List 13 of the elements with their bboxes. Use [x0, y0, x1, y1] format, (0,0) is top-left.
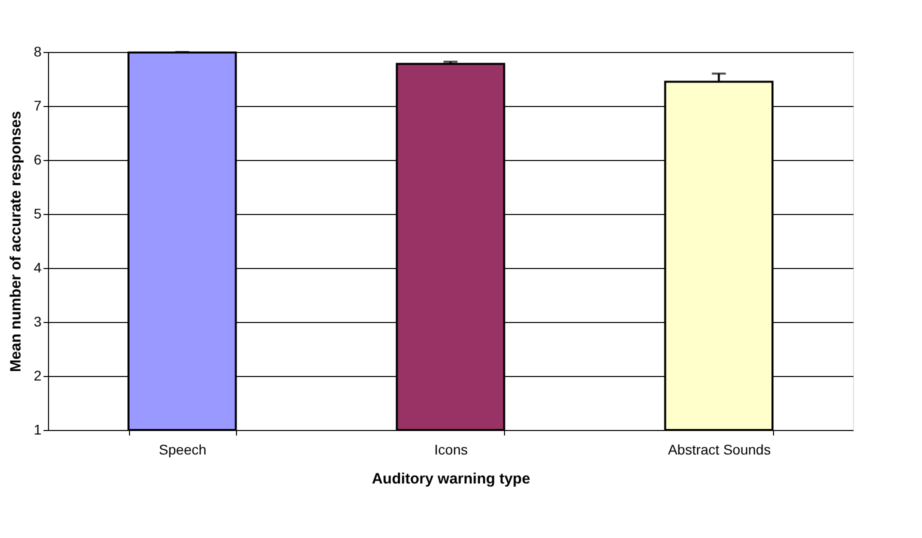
y-axis-title: Mean number of accurate responses — [8, 111, 25, 372]
x-tick-label: Speech — [158, 442, 206, 458]
x-axis-title: Auditory warning type — [372, 470, 530, 488]
y-tick-label: 8 — [34, 44, 42, 60]
y-tick-label: 6 — [34, 152, 42, 168]
y-tick-label: 2 — [34, 368, 42, 384]
x-tick-label: Icons — [434, 442, 468, 458]
y-tick-label: 7 — [34, 98, 42, 114]
y-tick-label: 1 — [34, 422, 42, 438]
x-tick-label: Abstract Sounds — [668, 442, 771, 458]
y-tick-label: 3 — [34, 314, 42, 330]
y-tick-label: 5 — [34, 206, 42, 222]
y-tick-label: 4 — [34, 260, 42, 276]
